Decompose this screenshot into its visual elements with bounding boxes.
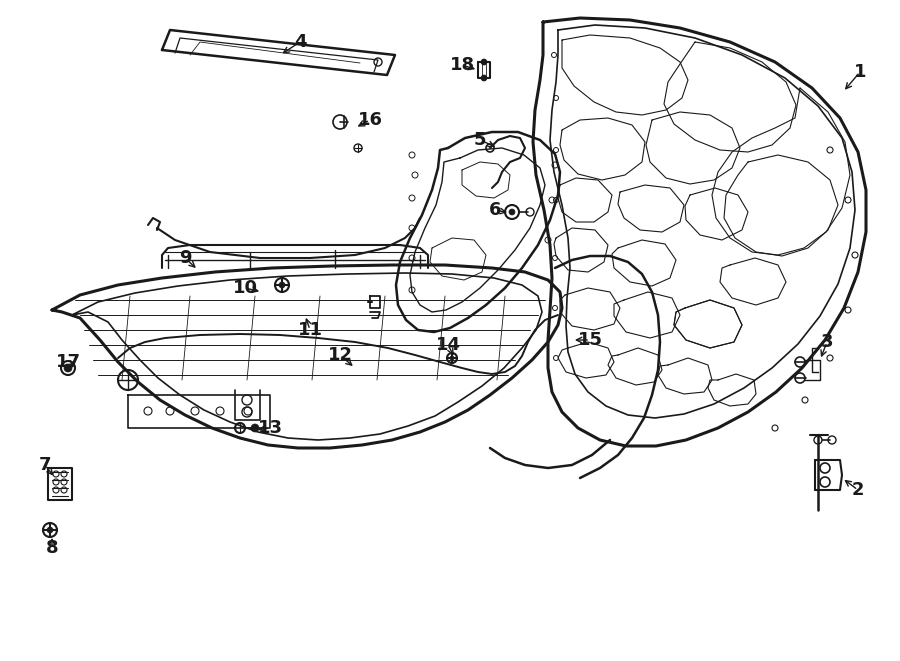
Text: 5: 5 [473, 131, 486, 149]
Circle shape [279, 282, 285, 288]
Text: 1: 1 [854, 63, 866, 81]
Text: 10: 10 [232, 279, 257, 297]
Text: 12: 12 [328, 346, 353, 364]
Circle shape [64, 364, 72, 372]
Text: 18: 18 [449, 56, 474, 74]
Text: 2: 2 [851, 481, 864, 499]
Text: 4: 4 [293, 33, 306, 51]
Text: 6: 6 [489, 201, 501, 219]
Text: 15: 15 [578, 331, 602, 349]
Text: 11: 11 [298, 321, 322, 339]
Text: 14: 14 [436, 336, 461, 354]
Circle shape [251, 424, 259, 432]
Text: 8: 8 [46, 539, 58, 557]
Circle shape [450, 356, 454, 360]
Text: 16: 16 [357, 111, 382, 129]
Circle shape [482, 75, 487, 81]
Text: 3: 3 [821, 333, 833, 351]
Circle shape [509, 209, 515, 215]
Text: 7: 7 [39, 456, 51, 474]
Text: 9: 9 [179, 249, 191, 267]
Text: 17: 17 [56, 353, 80, 371]
Circle shape [47, 527, 53, 533]
Text: 13: 13 [257, 419, 283, 437]
Circle shape [482, 59, 487, 65]
